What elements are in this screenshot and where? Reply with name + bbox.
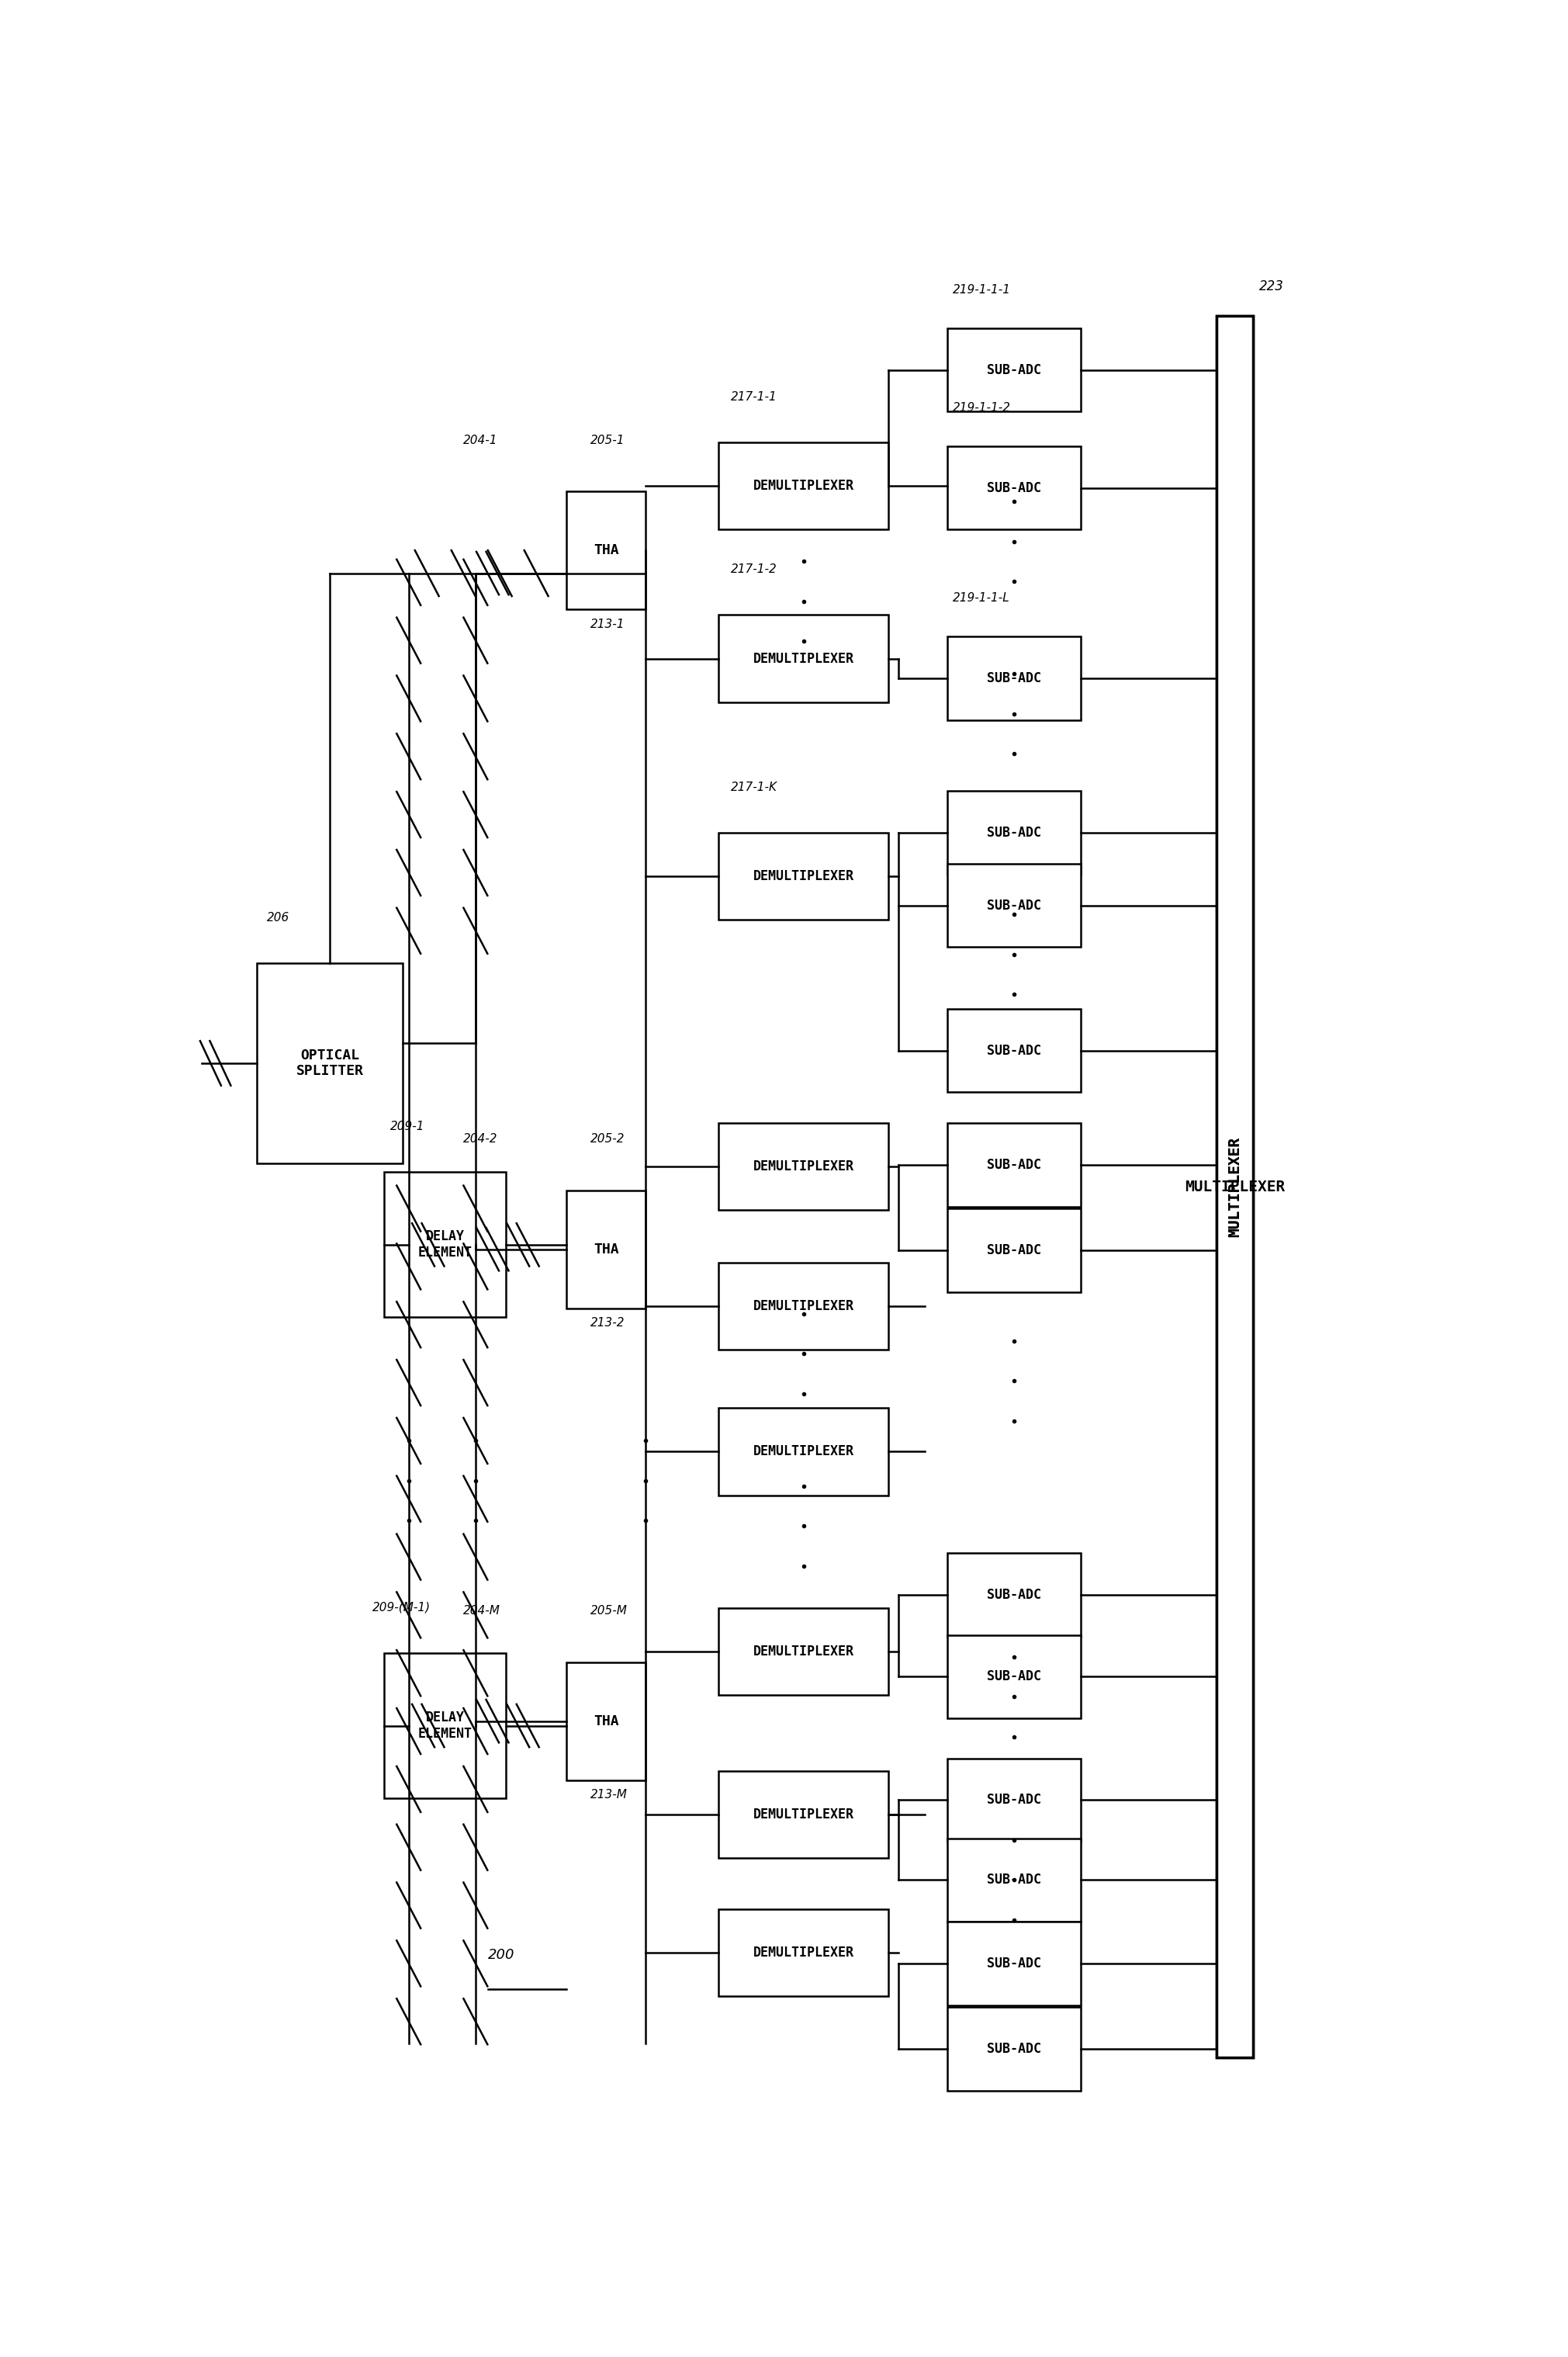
Bar (947, 1209, 1080, 1292)
Text: SUB-ADC: SUB-ADC (986, 481, 1041, 495)
Text: MULTIPLEXER: MULTIPLEXER (1228, 1136, 1242, 1237)
Bar (718, 832, 889, 919)
Text: SUB-ADC: SUB-ADC (986, 1669, 1041, 1683)
Text: DEMULTIPLEXER: DEMULTIPLEXER (753, 1160, 855, 1174)
Bar (718, 1263, 889, 1351)
Text: SUB-ADC: SUB-ADC (986, 1794, 1041, 1808)
Text: 204-2: 204-2 (464, 1134, 499, 1146)
Text: SUB-ADC: SUB-ADC (986, 898, 1041, 912)
Bar (947, 1838, 1080, 1921)
Text: DEMULTIPLEXER: DEMULTIPLEXER (753, 1945, 855, 1959)
Text: 205-1: 205-1 (590, 434, 626, 445)
Bar (718, 615, 889, 702)
Text: 205-M: 205-M (590, 1605, 627, 1617)
Text: 219-1-1-1: 219-1-1-1 (953, 283, 1011, 295)
Text: SUB-ADC: SUB-ADC (986, 1242, 1041, 1256)
Text: 217-1-1: 217-1-1 (731, 391, 778, 403)
Text: 217-1-K: 217-1-K (731, 780, 778, 792)
Bar (718, 1607, 889, 1695)
Text: DELAY
ELEMENT: DELAY ELEMENT (419, 1230, 472, 1259)
Text: SUB-ADC: SUB-ADC (986, 825, 1041, 839)
Bar (1217, 316, 1253, 2058)
Bar (947, 1921, 1080, 2006)
Text: 217-1-2: 217-1-2 (731, 563, 778, 575)
Bar (718, 1770, 889, 1857)
Bar (947, 863, 1080, 948)
Text: OPTICAL
SPLITTER: OPTICAL SPLITTER (296, 1049, 364, 1077)
Text: SUB-ADC: SUB-ADC (986, 1044, 1041, 1058)
Text: 219-1-1-2: 219-1-1-2 (953, 403, 1011, 412)
Bar (384, 1652, 506, 1798)
Bar (947, 636, 1080, 721)
Text: THA: THA (593, 1714, 619, 1728)
Text: 204-M: 204-M (464, 1605, 500, 1617)
Bar (947, 1636, 1080, 1718)
Bar (947, 1758, 1080, 1841)
Bar (947, 792, 1080, 874)
Text: THA: THA (593, 544, 619, 559)
Text: 205-2: 205-2 (590, 1134, 626, 1146)
Bar (947, 2008, 1080, 2091)
Text: 206: 206 (267, 912, 289, 924)
Text: SUB-ADC: SUB-ADC (986, 1589, 1041, 1603)
Text: DELAY
ELEMENT: DELAY ELEMENT (419, 1711, 472, 1742)
Bar (384, 1171, 506, 1318)
Text: SUB-ADC: SUB-ADC (986, 1157, 1041, 1171)
Bar (1217, 316, 1253, 2058)
Text: 209-1: 209-1 (390, 1120, 425, 1131)
Bar (718, 1407, 889, 1494)
Text: 213-1: 213-1 (590, 618, 626, 629)
Text: 204-1: 204-1 (464, 434, 499, 445)
Bar (718, 1124, 889, 1209)
Text: DEMULTIPLEXER: DEMULTIPLEXER (753, 1645, 855, 1659)
Bar (257, 964, 403, 1162)
Text: 213-M: 213-M (590, 1789, 627, 1801)
Bar (566, 493, 646, 610)
Text: SUB-ADC: SUB-ADC (986, 672, 1041, 686)
Bar (947, 1553, 1080, 1636)
Text: MULTIPLEXER: MULTIPLEXER (1228, 1136, 1242, 1237)
Bar (566, 1190, 646, 1308)
Bar (947, 1124, 1080, 1207)
Text: SUB-ADC: SUB-ADC (986, 363, 1041, 377)
Text: MULTIPLEXER: MULTIPLEXER (1185, 1178, 1286, 1195)
Text: 200: 200 (488, 1947, 514, 1961)
Text: SUB-ADC: SUB-ADC (986, 2041, 1041, 2055)
Text: DEMULTIPLEXER: DEMULTIPLEXER (753, 870, 855, 884)
Text: DEMULTIPLEXER: DEMULTIPLEXER (753, 1445, 855, 1459)
Text: DEMULTIPLEXER: DEMULTIPLEXER (753, 478, 855, 493)
Text: 209-(M-1): 209-(M-1) (372, 1600, 431, 1612)
Text: DEMULTIPLEXER: DEMULTIPLEXER (753, 1299, 855, 1313)
Bar (718, 1909, 889, 1996)
Text: SUB-ADC: SUB-ADC (986, 1874, 1041, 1888)
Text: 219-1-1-L: 219-1-1-L (953, 592, 1010, 603)
Text: 223: 223 (1259, 280, 1284, 295)
Bar (947, 445, 1080, 530)
Bar (947, 328, 1080, 412)
Text: THA: THA (593, 1242, 619, 1256)
Text: DEMULTIPLEXER: DEMULTIPLEXER (753, 1808, 855, 1822)
Text: DEMULTIPLEXER: DEMULTIPLEXER (753, 651, 855, 665)
Text: 213-2: 213-2 (590, 1318, 626, 1329)
Bar (718, 443, 889, 530)
Bar (566, 1662, 646, 1780)
Bar (947, 1009, 1080, 1091)
Text: SUB-ADC: SUB-ADC (986, 1956, 1041, 1970)
